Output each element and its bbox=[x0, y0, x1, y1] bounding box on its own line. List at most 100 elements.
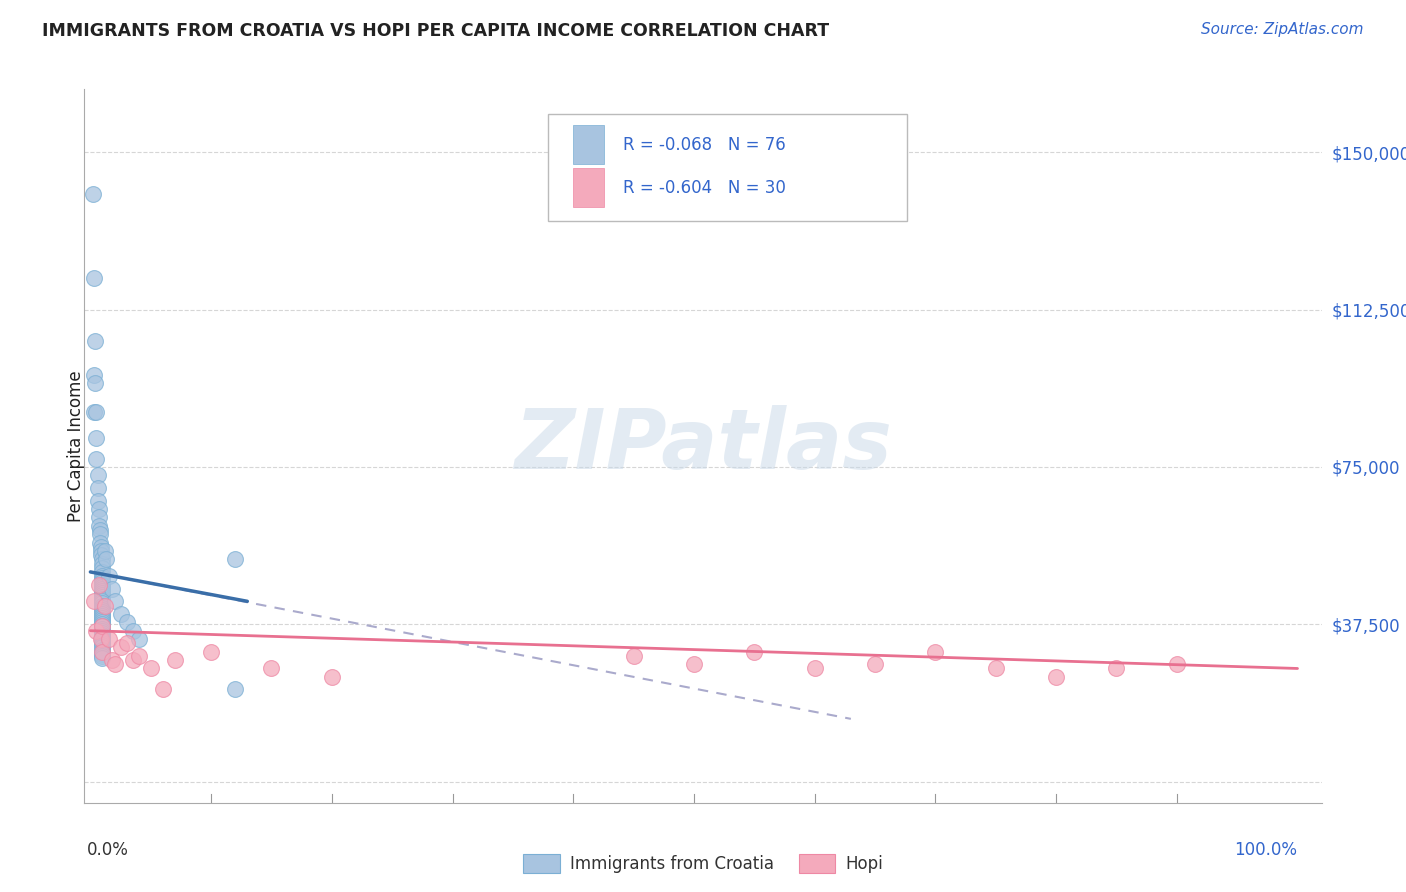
Point bbox=[91, 569, 114, 583]
Point bbox=[91, 574, 114, 588]
Point bbox=[91, 565, 114, 579]
Point bbox=[91, 636, 114, 650]
Point bbox=[91, 613, 114, 627]
Point bbox=[321, 670, 343, 684]
Text: 100.0%: 100.0% bbox=[1234, 840, 1298, 859]
Point bbox=[84, 376, 107, 390]
Point bbox=[91, 615, 114, 630]
Point bbox=[91, 642, 114, 657]
Point bbox=[90, 632, 112, 646]
Point bbox=[87, 577, 110, 591]
Point bbox=[97, 569, 120, 583]
Point bbox=[91, 603, 114, 617]
Point bbox=[91, 580, 114, 594]
Point bbox=[91, 594, 114, 608]
Point bbox=[91, 639, 114, 653]
Point bbox=[224, 552, 246, 566]
Point bbox=[152, 682, 174, 697]
Point bbox=[89, 523, 111, 537]
Point bbox=[91, 607, 114, 621]
Text: ZIPatlas: ZIPatlas bbox=[515, 406, 891, 486]
Point bbox=[115, 636, 138, 650]
Point bbox=[101, 582, 124, 596]
Point bbox=[91, 571, 114, 585]
Point bbox=[91, 552, 114, 566]
Point bbox=[91, 600, 114, 615]
Point bbox=[128, 648, 150, 663]
Point bbox=[121, 624, 143, 638]
Point bbox=[97, 632, 120, 646]
Point bbox=[91, 605, 114, 619]
Point bbox=[91, 592, 114, 607]
Point bbox=[86, 493, 108, 508]
Point bbox=[1166, 657, 1188, 672]
Point bbox=[83, 405, 105, 419]
Point bbox=[94, 544, 117, 558]
Point bbox=[742, 645, 765, 659]
Point bbox=[83, 594, 105, 608]
Point bbox=[91, 648, 114, 663]
FancyBboxPatch shape bbox=[574, 125, 605, 164]
Point bbox=[84, 334, 107, 348]
Point bbox=[94, 552, 117, 566]
Point bbox=[91, 645, 114, 659]
Point bbox=[87, 518, 110, 533]
Point bbox=[91, 599, 114, 613]
Point bbox=[82, 187, 104, 202]
Point bbox=[683, 657, 706, 672]
Point bbox=[87, 502, 110, 516]
Point bbox=[90, 540, 112, 554]
Point bbox=[803, 661, 825, 675]
Point bbox=[90, 548, 112, 562]
Point bbox=[103, 594, 125, 608]
Point bbox=[83, 368, 105, 382]
Point bbox=[89, 527, 111, 541]
Point bbox=[863, 657, 886, 672]
Point bbox=[86, 431, 108, 445]
Point bbox=[623, 648, 645, 663]
Text: 0.0%: 0.0% bbox=[87, 840, 129, 859]
Point bbox=[91, 557, 114, 571]
Point bbox=[115, 615, 138, 630]
Point bbox=[924, 645, 946, 659]
Point bbox=[91, 609, 114, 624]
Point bbox=[1105, 661, 1128, 675]
Text: R = -0.604   N = 30: R = -0.604 N = 30 bbox=[623, 178, 786, 196]
Point bbox=[86, 624, 108, 638]
Point bbox=[139, 661, 162, 675]
Point bbox=[260, 661, 283, 675]
Point bbox=[86, 451, 108, 466]
Point bbox=[91, 617, 114, 632]
Point bbox=[163, 653, 186, 667]
Point bbox=[91, 619, 114, 633]
Point bbox=[91, 625, 114, 640]
Point bbox=[90, 544, 112, 558]
Point bbox=[91, 582, 114, 596]
Point bbox=[101, 653, 124, 667]
Point bbox=[86, 405, 108, 419]
Point bbox=[91, 624, 114, 638]
Point bbox=[103, 657, 125, 672]
Point bbox=[91, 634, 114, 648]
Point bbox=[91, 651, 114, 665]
Point bbox=[91, 575, 114, 590]
Point bbox=[200, 645, 222, 659]
FancyBboxPatch shape bbox=[574, 168, 605, 207]
Legend: Immigrants from Croatia, Hopi: Immigrants from Croatia, Hopi bbox=[516, 847, 890, 880]
Point bbox=[94, 599, 117, 613]
Point bbox=[110, 640, 132, 655]
Point bbox=[91, 560, 114, 574]
Point bbox=[91, 577, 114, 591]
Point bbox=[91, 596, 114, 610]
Text: R = -0.068   N = 76: R = -0.068 N = 76 bbox=[623, 136, 786, 153]
Point bbox=[91, 632, 114, 646]
Point bbox=[91, 611, 114, 625]
Point bbox=[86, 468, 108, 483]
Text: Source: ZipAtlas.com: Source: ZipAtlas.com bbox=[1201, 22, 1364, 37]
Point bbox=[110, 607, 132, 621]
Point bbox=[86, 481, 108, 495]
Point bbox=[91, 590, 114, 604]
Y-axis label: Per Capita Income: Per Capita Income bbox=[67, 370, 84, 522]
Point bbox=[91, 645, 114, 659]
Point bbox=[91, 619, 114, 633]
